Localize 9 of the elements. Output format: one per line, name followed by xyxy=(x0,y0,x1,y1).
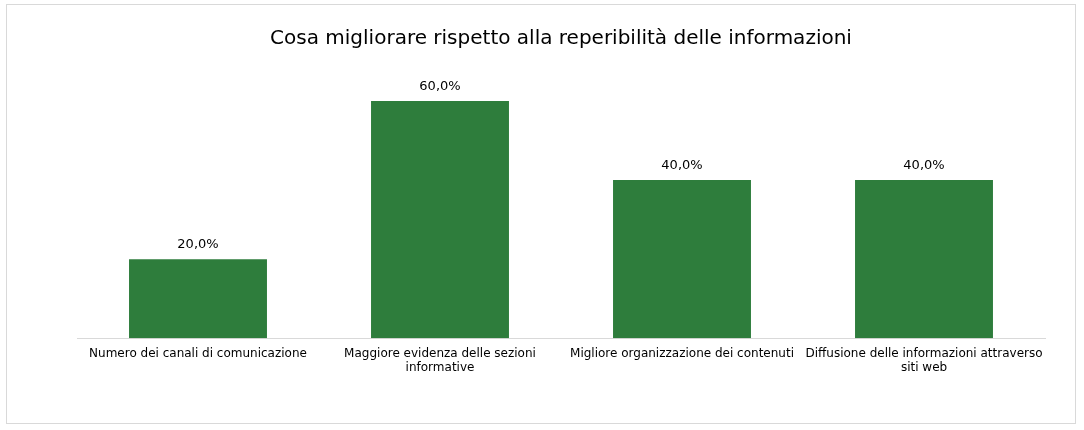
data-label: 40,0% xyxy=(661,156,703,172)
x-tick-label: Maggiore evidenza delle sezioni informative xyxy=(344,345,536,374)
data-label: 60,0% xyxy=(419,77,461,93)
chart-title: Cosa migliorare rispetto alla reperibilità delle informazioni xyxy=(270,25,852,50)
data-label: 20,0% xyxy=(177,236,219,252)
data-label: 40,0% xyxy=(903,156,945,172)
x-tick-label: Migliore organizzazione dei contenuti xyxy=(570,345,794,360)
x-tick-label: Numero dei canali di comunicazione xyxy=(89,345,307,360)
x-tick-label: Diffusione delle informazioni attraverso siti web xyxy=(805,345,1043,374)
